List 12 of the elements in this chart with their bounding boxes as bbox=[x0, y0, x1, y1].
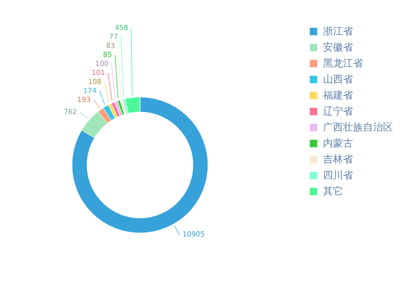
legend-label: 其它 bbox=[323, 186, 343, 198]
legend-label: 吉林省 bbox=[323, 154, 353, 166]
legend-label: 黑龙江省 bbox=[323, 58, 363, 70]
legend-label: 山西省 bbox=[323, 74, 353, 86]
donut-slice bbox=[81, 111, 108, 138]
legend-label: 广西壮族自治区 bbox=[323, 122, 393, 134]
legend-label: 内蒙古 bbox=[323, 138, 353, 150]
legend-label: 福建省 bbox=[323, 90, 353, 102]
legend-label: 辽宁省 bbox=[323, 106, 353, 118]
legend-label: 四川省 bbox=[323, 170, 353, 182]
legend-label: 浙江省 bbox=[323, 26, 353, 38]
legend-label: 安徽省 bbox=[323, 42, 353, 54]
